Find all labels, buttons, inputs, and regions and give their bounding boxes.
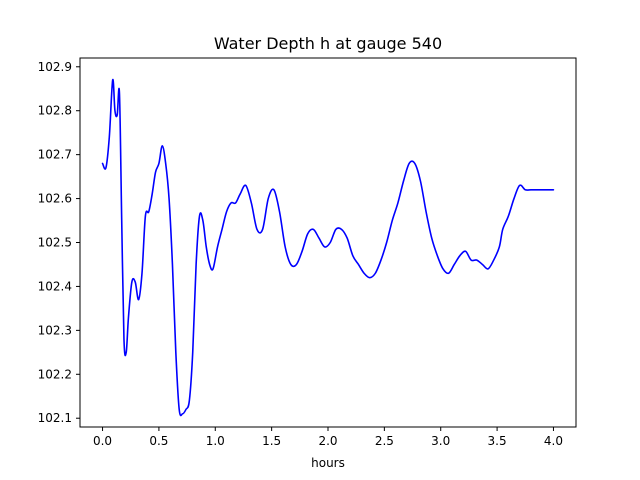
x-axis-ticks: 0.0 0.5 1.0 1.5 2.0 2.5 3.0 3.5 4.0: [93, 427, 563, 448]
y-tick-label: 102.4: [38, 279, 72, 293]
x-tick-label: 2.5: [375, 434, 394, 448]
y-axis-ticks: 102.1 102.2 102.3 102.4 102.5 102.6 102.7 102.8…: [38, 60, 80, 425]
x-tick-label: 1.0: [206, 434, 225, 448]
y-tick-label: 102.7: [38, 148, 72, 162]
series-line-0: [101, 78, 555, 417]
chart-title: Water Depth h at gauge 540: [214, 34, 442, 53]
x-tick-label: 4.0: [544, 434, 563, 448]
y-tick-label: 102.5: [38, 236, 72, 250]
x-tick-label: 0.0: [93, 434, 112, 448]
y-tick-label: 102.3: [38, 323, 72, 337]
y-tick-label: 102.9: [38, 60, 72, 74]
x-tick-label: 3.0: [431, 434, 450, 448]
plot-area: [101, 78, 555, 417]
y-tick-label: 102.2: [38, 367, 72, 381]
x-tick-label: 0.5: [149, 434, 168, 448]
x-tick-label: 1.5: [262, 434, 281, 448]
x-axis-label: hours: [311, 456, 345, 470]
x-tick-label: 3.5: [488, 434, 507, 448]
y-tick-label: 102.1: [38, 411, 72, 425]
y-tick-label: 102.6: [38, 192, 72, 206]
x-tick-label: 2.0: [318, 434, 337, 448]
plot-frame: [79, 57, 577, 428]
y-tick-label: 102.8: [38, 104, 72, 118]
